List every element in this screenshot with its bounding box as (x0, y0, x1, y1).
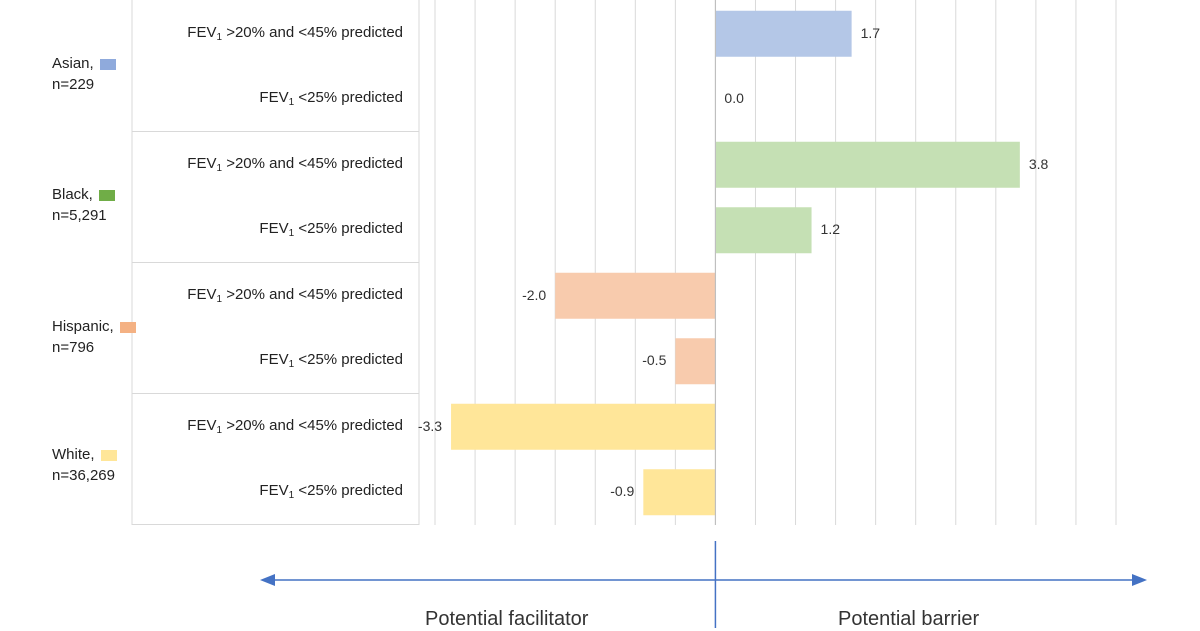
label-rest: <25% predicted (294, 89, 403, 106)
bar (451, 403, 716, 450)
row-label: FEV1 >20% and <45% predicted (103, 24, 403, 43)
value-label: -0.5 (642, 352, 667, 369)
group-n: n=796 (52, 339, 95, 356)
row-label: FEV1 <25% predicted (103, 351, 403, 370)
row-label: FEV1 <25% predicted (103, 220, 403, 239)
barrier-label: Potential barrier (838, 608, 980, 630)
gridlines (434, 0, 1117, 525)
value-label: -0.9 (610, 483, 635, 500)
facilitator-label: Potential facilitator (425, 608, 589, 630)
label-main: FEV (259, 220, 289, 237)
label-subscript: 1 (288, 97, 295, 108)
group-n: n=5,291 (52, 207, 107, 224)
group-n: n=229 (52, 76, 95, 93)
direction-arrow (260, 541, 1147, 628)
group-label-white: White, n=36,269 (52, 444, 142, 486)
value-label: 0.0 (724, 90, 744, 107)
label-subscript: 1 (216, 163, 223, 174)
label-rest: >20% and <45% predicted (222, 24, 403, 41)
label-rest: >20% and <45% predicted (222, 286, 403, 303)
label-main: FEV (259, 482, 289, 499)
value-label: 1.7 (860, 24, 881, 41)
bar (715, 10, 852, 57)
value-label: -2.0 (522, 286, 547, 303)
label-rest: <25% predicted (294, 220, 403, 237)
label-main: FEV (187, 24, 217, 41)
black-swatch (98, 189, 115, 201)
label-main: FEV (187, 155, 217, 172)
bar (555, 272, 716, 319)
value-label: -3.3 (417, 417, 443, 434)
label-subscript: 1 (216, 425, 223, 436)
label-rest: >20% and <45% predicted (222, 155, 403, 172)
group-name: Black, (52, 186, 93, 203)
bar (643, 469, 716, 516)
label-rest: >20% and <45% predicted (222, 417, 403, 434)
label-subscript: 1 (288, 359, 295, 370)
label-main: FEV (187, 286, 217, 303)
white-swatch (100, 449, 117, 461)
group-label-hispanic: Hispanic, n=796 (52, 316, 142, 358)
arrow-head-right (1132, 574, 1147, 586)
table-lines (131, 0, 420, 525)
label-rest: <25% predicted (294, 482, 403, 499)
row-label: FEV1 >20% and <45% predicted (103, 286, 403, 305)
label-subscript: 1 (288, 228, 295, 239)
label-subscript: 1 (216, 32, 223, 43)
arrow-head-left (260, 574, 275, 586)
row-label: FEV1 <25% predicted (103, 89, 403, 108)
row-label: FEV1 >20% and <45% predicted (103, 155, 403, 174)
label-main: FEV (187, 417, 217, 434)
value-label: 3.8 (1028, 155, 1049, 172)
group-label-black: Black, n=5,291 (52, 184, 142, 226)
asian-swatch (99, 58, 116, 70)
label-main: FEV (259, 89, 289, 106)
row-label: FEV1 <25% predicted (103, 482, 403, 501)
label-subscript: 1 (216, 294, 223, 305)
bar (675, 338, 716, 385)
group-name: White, (52, 446, 95, 463)
group-name: Hispanic, (52, 318, 114, 335)
group-n: n=36,269 (52, 467, 115, 484)
group-label-asian: Asian, n=229 (52, 53, 142, 95)
bar-series (451, 10, 1020, 516)
bar (715, 207, 812, 254)
bar (715, 141, 1020, 188)
label-rest: <25% predicted (294, 351, 403, 368)
hispanic-swatch (119, 321, 136, 333)
group-name: Asian, (52, 55, 94, 72)
value-label: 1.2 (820, 221, 841, 238)
row-label: FEV1 >20% and <45% predicted (103, 417, 403, 436)
label-subscript: 1 (288, 490, 295, 501)
label-main: FEV (259, 351, 289, 368)
